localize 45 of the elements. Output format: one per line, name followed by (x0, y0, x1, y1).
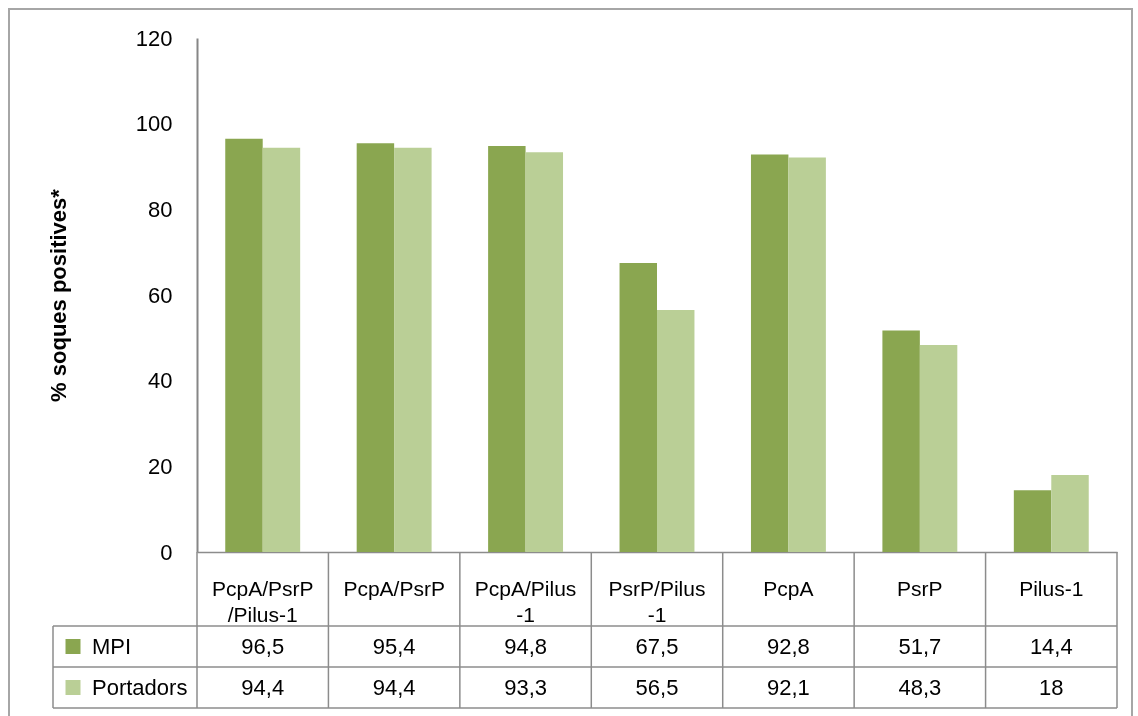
x-tick-label: PsrP (897, 576, 943, 600)
bar (356, 143, 395, 552)
bar (525, 152, 564, 552)
data-label: 95,4 (372, 633, 416, 659)
x-tick-label: PcpA/Pilus-1 (474, 576, 577, 626)
bar (394, 147, 432, 552)
data-label: 92,1 (767, 674, 810, 700)
x-tick-label: PcpA/PsrP/Pilus-1 (211, 576, 314, 626)
bar (488, 145, 526, 552)
x-tick-label: PcpA/PsrP (343, 576, 445, 600)
data-label: 94,4 (372, 674, 416, 700)
data-label: 94,4 (241, 674, 285, 700)
data-label: 67,5 (635, 633, 679, 659)
bar (1051, 474, 1089, 552)
legend-label: Portadors (92, 674, 188, 700)
data-label: 18 (1039, 674, 1064, 700)
bar (657, 309, 695, 552)
bar (882, 330, 920, 552)
bar (262, 147, 301, 552)
y-tick-label: 120 (135, 25, 173, 51)
y-tick-label: 0 (160, 539, 173, 565)
data-label: 94,8 (504, 633, 547, 659)
y-tick-label: 40 (148, 368, 173, 394)
y-axis-title: % soques positives* (45, 188, 71, 402)
bar (225, 138, 263, 552)
bar (1013, 490, 1052, 552)
data-label: 56,5 (635, 674, 679, 700)
bar (788, 157, 826, 552)
y-tick-label: 100 (135, 111, 173, 137)
bar (750, 154, 789, 552)
data-label: 51,7 (898, 633, 942, 659)
y-tick-label: 20 (148, 453, 173, 479)
x-tick-label: Pilus-1 (1019, 576, 1084, 600)
bar (619, 262, 657, 552)
x-tick-label: PcpA (763, 576, 814, 600)
x-tick-label: PsrP/Pilus-1 (608, 576, 706, 626)
legend-label: MPI (92, 633, 132, 659)
data-label: 92,8 (767, 633, 810, 659)
bar (919, 345, 958, 552)
y-tick-label: 60 (148, 282, 173, 308)
data-label: 14,4 (1029, 633, 1073, 659)
data-label: 96,5 (241, 633, 285, 659)
data-label: 48,3 (898, 674, 942, 700)
y-tick-label: 80 (148, 196, 173, 222)
data-label: 93,3 (504, 674, 547, 700)
